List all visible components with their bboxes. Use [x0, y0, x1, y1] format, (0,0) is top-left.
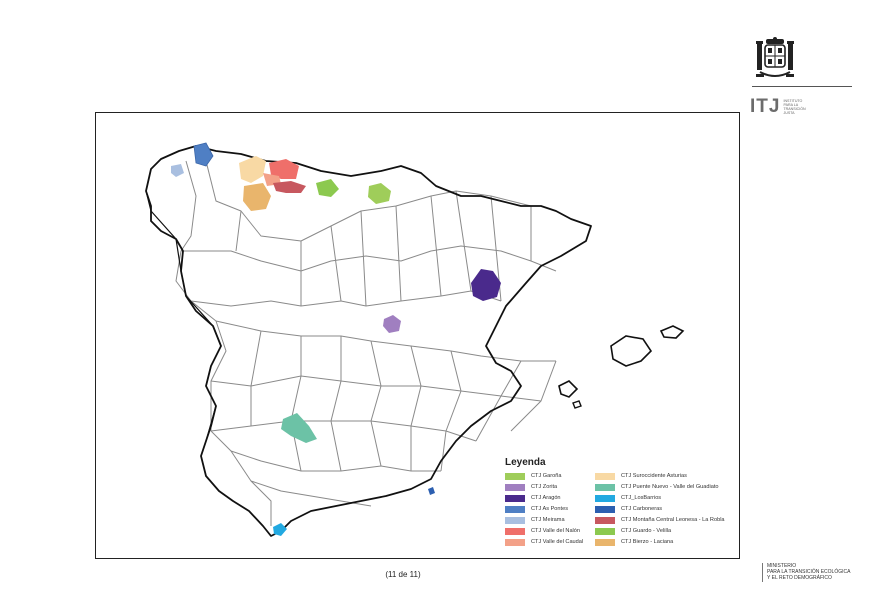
region-los-barrios: [273, 523, 287, 536]
legend-label: CTJ Aragón: [531, 495, 561, 501]
legend-swatch: [505, 538, 525, 546]
legend-swatch: [505, 505, 525, 513]
legend-item-valle-caudal: CTJ Valle del Caudal: [505, 538, 595, 546]
map-frame: [95, 112, 740, 559]
legend-label: CTJ Valle del Nalón: [531, 528, 581, 534]
legend-item-suroccidente-asturias: CTJ Suroccidente Asturias: [595, 472, 735, 480]
region-suroccidente-asturias: [239, 156, 266, 183]
legend-item-zorita: CTJ Zorita: [505, 483, 595, 491]
legend-item-aragon: CTJ Aragón: [505, 494, 595, 502]
legend-swatch: [505, 516, 525, 524]
legend-swatch: [595, 494, 615, 502]
legend-swatch: [595, 472, 615, 480]
legend-item-puente-nuevo: CTJ Puente Nuevo - Valle del Guadiato: [595, 483, 735, 491]
legend-swatch: [505, 527, 525, 535]
legend-swatch: [595, 505, 615, 513]
legend-swatch: [595, 516, 615, 524]
ministry-footer-logo: MINISTERIO PARA LA TRANSICIÓN ECOLÓGICA …: [762, 563, 850, 582]
legend-item-montana-central-leonesa: CTJ Montaña Central Leonesa - La Robla: [595, 516, 735, 524]
legend-label: CTJ Montaña Central Leonesa - La Robla: [621, 517, 725, 523]
legend-swatch: [505, 472, 525, 480]
legend-label: CTJ Valle del Caudal: [531, 539, 584, 545]
header-divider: [752, 86, 852, 87]
legend-label: CTJ Suroccidente Asturias: [621, 473, 687, 479]
legend-item-bierzo-laciana: CTJ Bierzo - Laciana: [595, 538, 735, 546]
legend-swatch: [595, 538, 615, 546]
region-guardo-velilla: [316, 179, 339, 197]
region-meirama: [171, 164, 184, 177]
legend-item-garona: CTJ Garoña: [505, 472, 595, 480]
legend-label: CTJ Guardo - Velilla: [621, 528, 672, 534]
portugal-border: [145, 190, 222, 457]
region-zorita: [383, 315, 401, 333]
legend-label: CTJ Zorita: [531, 484, 558, 490]
menorca: [659, 325, 685, 339]
region-montana-central-leonesa: [273, 181, 306, 193]
legend-label: CTJ As Pontes: [531, 506, 568, 512]
legend-label: CTJ Carboneras: [621, 506, 663, 512]
page-counter: (11 de 11): [385, 570, 421, 579]
ibiza: [558, 380, 579, 398]
region-puente-nuevo-guadiato: [281, 413, 317, 443]
region-bierzo-laciana: [243, 183, 271, 211]
region-garona: [368, 183, 391, 204]
region-valle-nalon: [269, 159, 299, 179]
legend-grid: CTJ Garoña CTJ Suroccidente Asturias CTJ…: [505, 472, 737, 546]
legend-item-los-barrios: CTJ_LosBarrios: [595, 494, 735, 502]
legend-label: CTJ Puente Nuevo - Valle del Guadiato: [621, 484, 719, 490]
legend-item-as-pontes: CTJ As Pontes: [505, 505, 595, 513]
coat-of-arms-icon: [754, 36, 796, 82]
legend-item-guardo-velilla: CTJ Guardo - Velilla: [595, 527, 735, 535]
region-as-pontes: [193, 142, 214, 167]
itj-logo-mark: ITJ: [750, 96, 781, 117]
formentera: [572, 400, 582, 409]
map-legend: Leyenda CTJ Garoña CTJ Suroccidente Astu…: [505, 457, 737, 546]
ctj-regions: [171, 142, 501, 536]
legend-item-meirama: CTJ Meirama: [505, 516, 595, 524]
province-boundaries: [175, 160, 557, 526]
legend-swatch: [505, 483, 525, 491]
legend-label: CTJ Garoña: [531, 473, 562, 479]
legend-title: Leyenda: [505, 457, 546, 468]
legend-swatch: [595, 483, 615, 491]
region-aragon: [471, 269, 501, 301]
legend-label: CTJ Bierzo - Laciana: [621, 539, 674, 545]
region-carboneras: [428, 487, 435, 495]
legend-label: CTJ Meirama: [531, 517, 565, 523]
itj-logo: ITJ INSTITUTO PARA LA TRANSICIÓN JUSTA: [750, 97, 817, 117]
legend-label: CTJ_LosBarrios: [621, 495, 662, 501]
legend-swatch: [595, 527, 615, 535]
legend-item-carboneras: CTJ Carboneras: [595, 505, 735, 513]
itj-tagline: INSTITUTO PARA LA TRANSICIÓN JUSTA: [783, 98, 806, 116]
mallorca: [610, 335, 653, 367]
legend-item-valle-nalon: CTJ Valle del Nalón: [505, 527, 595, 535]
legend-swatch: [505, 494, 525, 502]
spain-map: [145, 142, 685, 537]
